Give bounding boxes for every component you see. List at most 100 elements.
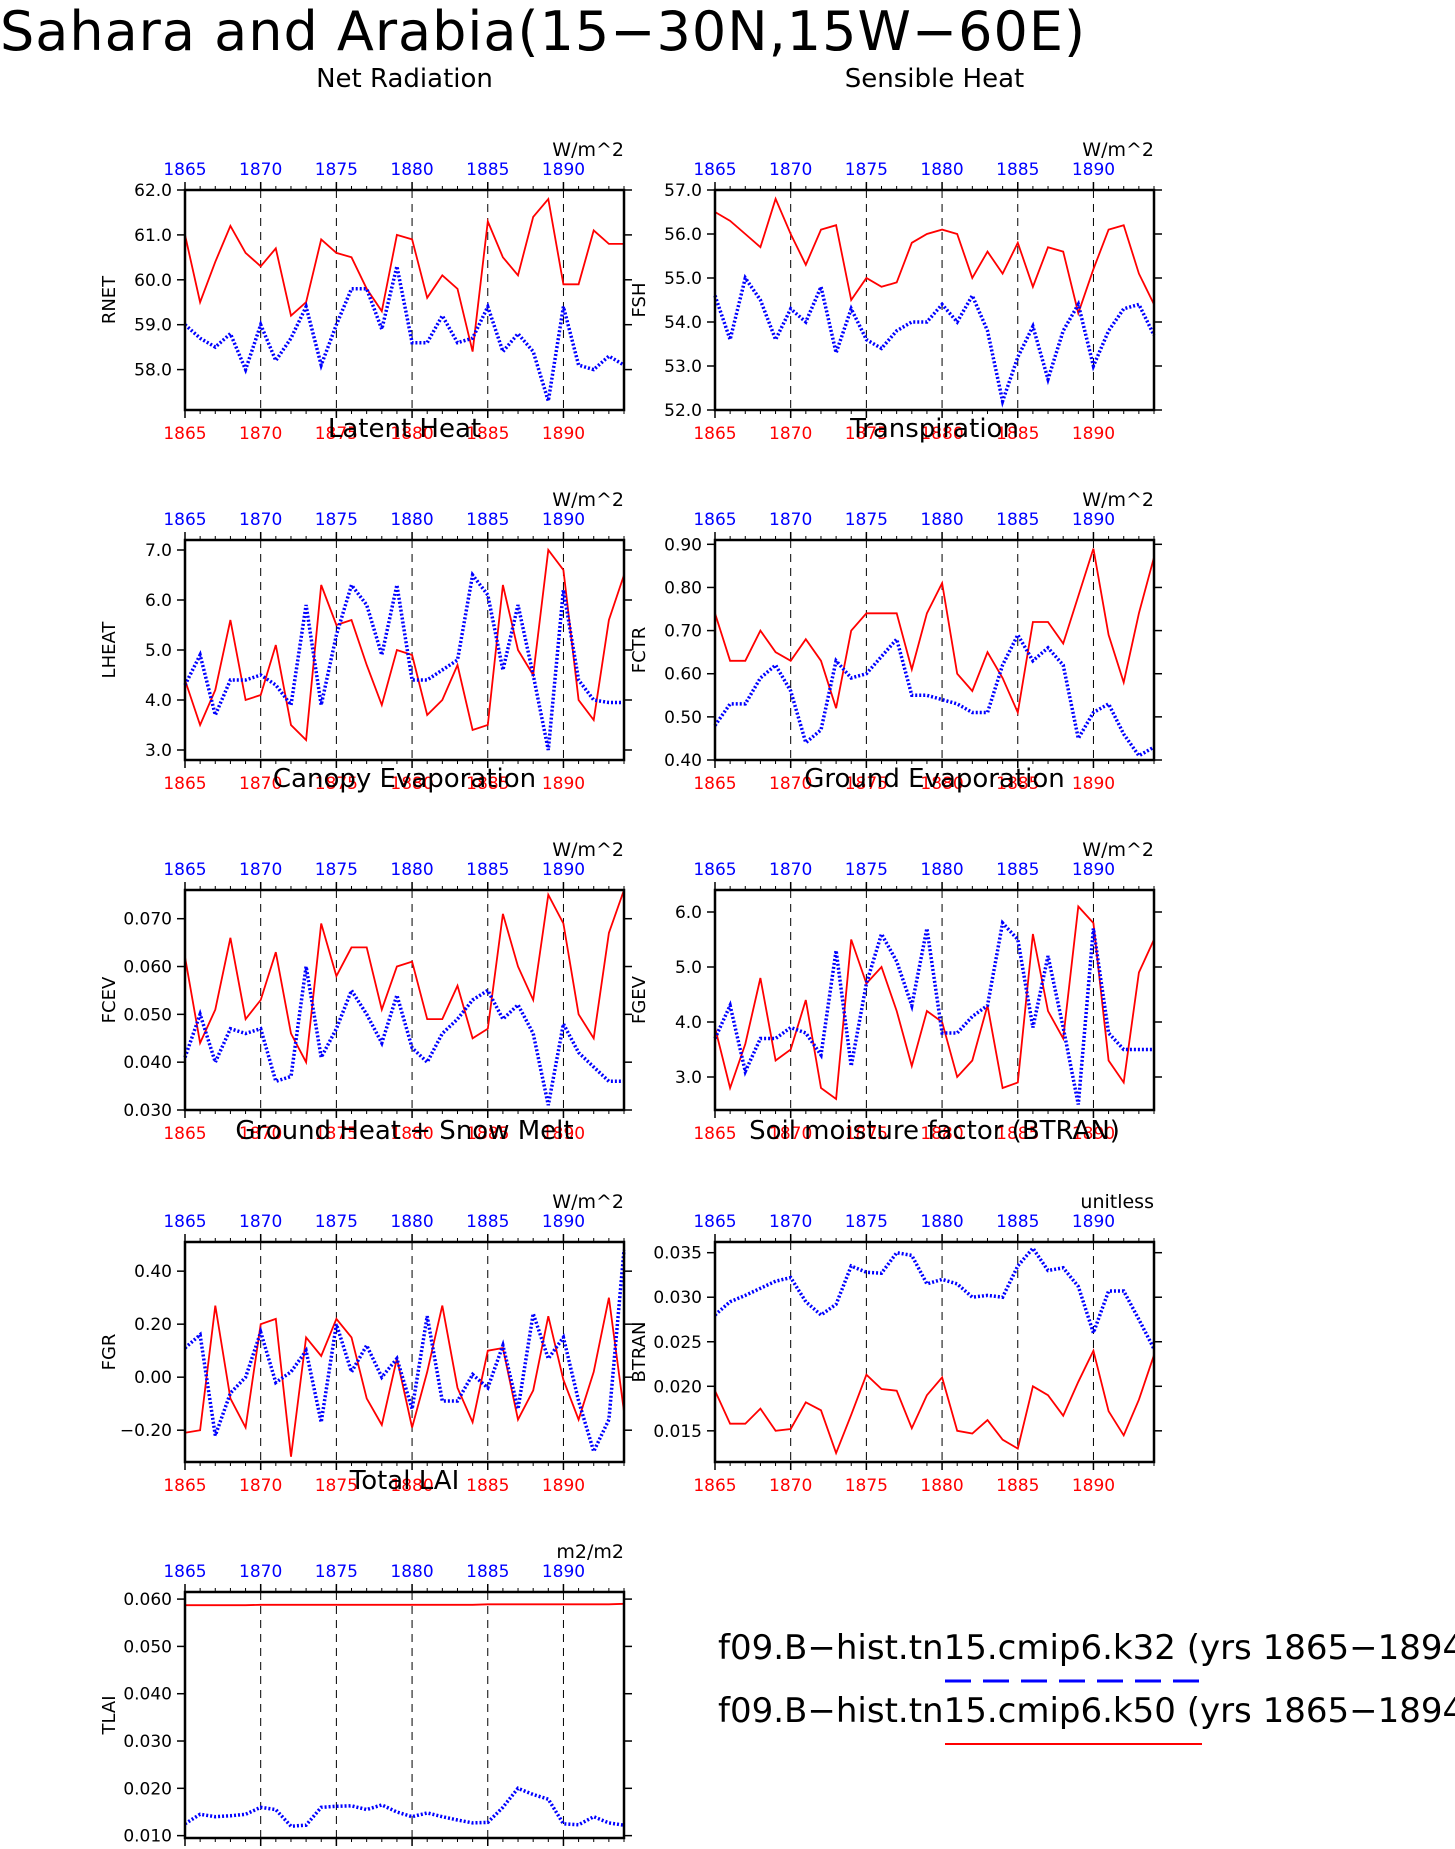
panel-title: Ground Heat + Snow Melt: [235, 1116, 573, 1146]
y-tick-label: 59.0: [134, 316, 172, 336]
x-tick-label-bottom: 1865: [163, 1124, 206, 1144]
x-tick-label-top: 1875: [315, 860, 358, 880]
y-tick-label: 5.0: [145, 641, 172, 661]
x-tick-label-top: 1885: [996, 160, 1039, 180]
series-line-k50: [714, 1348, 1155, 1456]
series-line-k50: [185, 1602, 625, 1607]
y-tick-label: 6.0: [145, 591, 172, 611]
y-tick-label: 0.40: [664, 751, 702, 771]
x-tick-label-bottom: 1890: [542, 774, 585, 794]
panel-title: Canopy Evaporation: [273, 764, 536, 794]
y-tick-label: 0.50: [664, 708, 702, 728]
y-tick-label: 5.0: [675, 958, 702, 978]
legend-label-k50: f09.B−hist.tn15.cmip6.k50 (yrs 1865−1894…: [718, 1691, 1455, 1731]
x-tick-label-bottom: 1875: [845, 1476, 888, 1496]
x-tick-label-bottom: 1875: [315, 424, 358, 444]
x-tick-label-bottom: 1870: [239, 1124, 282, 1144]
x-tick-label-top: 1875: [845, 160, 888, 180]
x-tick-label-top: 1880: [390, 1562, 433, 1582]
panel-title: Total LAI: [349, 1466, 460, 1496]
y-axis-label: FCEV: [99, 976, 120, 1023]
x-tick-label-top: 1890: [1072, 860, 1115, 880]
y-tick-label: 0.020: [653, 1377, 702, 1397]
x-tick-label-bottom: 1880: [390, 774, 433, 794]
x-tick-label-top: 1885: [466, 510, 509, 530]
panel-units: W/m^2: [552, 839, 624, 861]
panel-frame: [713, 188, 1156, 412]
x-tick-label-top: 1880: [920, 510, 963, 530]
panel-frame: [713, 888, 1156, 1112]
y-tick-label: 0.050: [123, 1005, 172, 1025]
y-tick-label: 0.030: [653, 1288, 702, 1308]
y-tick-label: 55.0: [664, 269, 702, 289]
x-tick-label-bottom: 1875: [845, 424, 888, 444]
y-tick-label: 0.70: [664, 622, 702, 642]
series-line-k50: [184, 547, 625, 742]
panel-units: W/m^2: [1082, 839, 1154, 861]
x-tick-label-top: 1885: [466, 160, 509, 180]
legend-entry-k50: f09.B−hist.tn15.cmip6.k50 (yrs 1865−1894…: [718, 1691, 1455, 1731]
panel-units: W/m^2: [552, 1191, 624, 1213]
y-tick-label: 0.60: [664, 665, 702, 685]
x-tick-label-bottom: 1865: [163, 1476, 206, 1496]
panel-title: Ground Evaporation: [804, 764, 1064, 794]
panel-units: W/m^2: [1082, 139, 1154, 161]
x-tick-label-top: 1875: [315, 160, 358, 180]
x-tick-label-bottom: 1890: [1072, 774, 1115, 794]
x-tick-label-top: 1865: [693, 510, 736, 530]
legend-label-k32: f09.B−hist.tn15.cmip6.k32 (yrs 1865−1894…: [718, 1628, 1455, 1668]
y-tick-label: 0.020: [123, 1779, 172, 1799]
x-tick-label-bottom: 1885: [466, 1476, 509, 1496]
x-tick-label-bottom: 1885: [466, 774, 509, 794]
x-tick-label-bottom: 1870: [769, 1124, 812, 1144]
y-tick-label: 0.030: [123, 1101, 172, 1121]
y-tick-label: 60.0: [134, 271, 172, 291]
x-tick-label-top: 1875: [845, 510, 888, 530]
y-tick-label: 0.050: [123, 1637, 172, 1657]
x-tick-label-bottom: 1875: [315, 1124, 358, 1144]
y-tick-label: 0.015: [653, 1422, 702, 1442]
series-line-k50: [184, 196, 624, 352]
x-tick-label-top: 1870: [769, 160, 812, 180]
legend-entry-k32: f09.B−hist.tn15.cmip6.k32 (yrs 1865−1894…: [718, 1628, 1455, 1668]
x-tick-label-top: 1890: [1072, 510, 1115, 530]
y-axis-label: FGR: [99, 1334, 120, 1371]
y-tick-label: 7.0: [145, 541, 172, 561]
y-axis-label: RNET: [99, 275, 120, 324]
series-line-k32: [713, 1245, 1156, 1350]
y-tick-label: 0.060: [123, 958, 172, 978]
x-tick-label-top: 1865: [163, 510, 206, 530]
x-tick-label-top: 1885: [466, 860, 509, 880]
x-tick-label-top: 1870: [769, 860, 812, 880]
x-tick-label-bottom: 1875: [315, 1476, 358, 1496]
x-tick-label-top: 1865: [693, 1212, 736, 1232]
x-tick-label-bottom: 1875: [315, 774, 358, 794]
series-line-k50: [184, 1297, 625, 1457]
panel-title: Net Radiation: [316, 64, 493, 94]
x-tick-label-top: 1875: [315, 1562, 358, 1582]
y-tick-label: 6.0: [675, 903, 702, 923]
y-tick-label: 0.80: [664, 578, 702, 598]
x-tick-label-top: 1875: [845, 1212, 888, 1232]
x-tick-label-top: 1880: [390, 860, 433, 880]
x-tick-label-bottom: 1865: [693, 774, 736, 794]
x-tick-label-top: 1890: [542, 1562, 585, 1582]
panel-units: W/m^2: [552, 489, 624, 511]
x-tick-label-bottom: 1865: [693, 1124, 736, 1144]
y-tick-label: 0.010: [123, 1827, 172, 1847]
x-tick-label-top: 1885: [996, 1212, 1039, 1232]
y-tick-label: 0.035: [653, 1244, 702, 1264]
series-line-k50: [184, 889, 625, 1066]
x-tick-label-bottom: 1865: [163, 424, 206, 444]
x-tick-label-bottom: 1880: [920, 424, 963, 444]
x-tick-label-top: 1880: [390, 160, 433, 180]
x-tick-label-top: 1880: [390, 1212, 433, 1232]
x-tick-label-top: 1865: [693, 160, 736, 180]
panel-frame: [183, 1590, 626, 1840]
x-tick-label-bottom: 1865: [693, 424, 736, 444]
y-axis-label: LHEAT: [99, 621, 120, 679]
series-line-k50: [714, 548, 1155, 716]
x-tick-label-bottom: 1880: [390, 1476, 433, 1496]
x-tick-label-bottom: 1890: [1072, 424, 1115, 444]
